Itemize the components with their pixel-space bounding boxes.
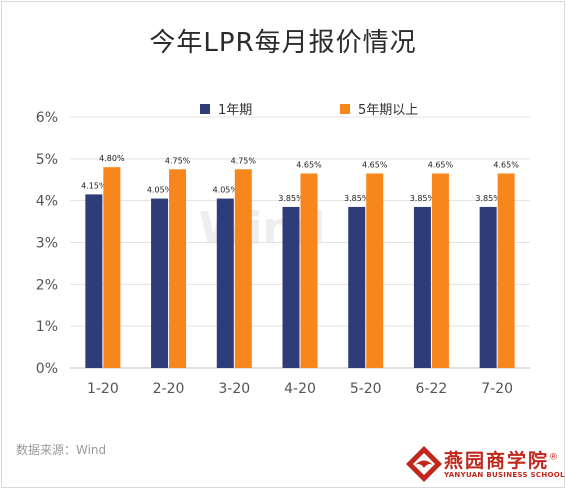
y-tick-label: 4% [36, 194, 58, 210]
bar-5y [300, 173, 318, 368]
y-tick-label: 3% [36, 236, 58, 252]
chart-title: 今年LPR每月报价情况 [149, 28, 417, 58]
data-label-1y: 4.15% [81, 181, 107, 190]
data-label-5y: 4.65% [428, 160, 454, 169]
y-tick-label: 1% [36, 319, 58, 335]
legend-item-5y: 5年期以上 [340, 99, 418, 118]
legend-swatch-1y [200, 103, 210, 114]
bar-5y [234, 169, 252, 368]
data-label-1y: 3.85% [475, 194, 501, 203]
x-tick-label: 4-20 [284, 381, 316, 397]
logo: 燕园商学院® YANYUAN BUSINESS SCHOOL [404, 444, 565, 484]
legend-label-5y: 5年期以上 [358, 103, 419, 118]
bar-1y [216, 198, 234, 368]
y-tick-label: 6% [36, 110, 58, 126]
y-tick-label: 2% [36, 277, 58, 293]
source-note: 数据来源：Wind [16, 443, 107, 457]
bar-5y [366, 173, 384, 368]
legend-item-1y: 1年期 [200, 99, 252, 118]
data-label-5y: 4.65% [493, 160, 519, 169]
logo-mark-icon [406, 446, 442, 482]
bar-1y [85, 194, 103, 368]
logo-name-cn: 燕园商学院® [444, 450, 561, 472]
bar-1y [348, 206, 366, 368]
y-tick-label: 5% [36, 152, 58, 168]
bar-5y [431, 173, 449, 368]
x-tick-label: 2-20 [153, 381, 185, 397]
bar-1y [282, 206, 300, 368]
x-tick-label: 7-20 [481, 381, 513, 397]
data-label-5y: 4.80% [99, 154, 125, 163]
bar-1y [151, 198, 169, 368]
bar-1y [479, 206, 497, 368]
data-label-5y: 4.65% [362, 160, 388, 169]
data-label-1y: 3.85% [278, 194, 304, 203]
data-label-5y: 4.75% [231, 156, 257, 165]
bar-1y [413, 206, 431, 368]
legend-swatch-5y [340, 103, 350, 114]
legend-label-1y: 1年期 [218, 103, 253, 118]
data-label-1y: 3.85% [410, 194, 436, 203]
data-label-1y: 3.85% [344, 194, 370, 203]
x-tick-label: 1-20 [87, 381, 119, 397]
bar-5y [169, 169, 187, 368]
legend: 1年期 5年期以上 [0, 99, 566, 119]
x-tick-label: 5-20 [350, 381, 382, 397]
data-label-5y: 4.75% [165, 156, 191, 165]
logo-name-en: YANYUAN BUSINESS SCHOOL [444, 471, 565, 479]
data-label-1y: 4.05% [213, 186, 239, 195]
x-tick-label: 3-20 [218, 381, 250, 397]
data-label-1y: 4.05% [147, 186, 173, 195]
y-tick-label: 0% [36, 361, 58, 377]
bar-5y [103, 167, 121, 368]
data-label-5y: 4.65% [296, 160, 322, 169]
x-tick-label: 6-22 [416, 381, 448, 397]
bar-5y [497, 173, 515, 368]
